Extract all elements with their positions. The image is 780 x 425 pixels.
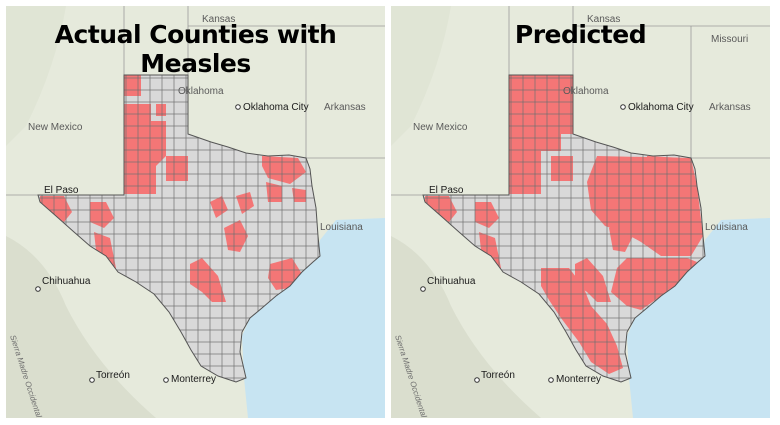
label-new-mexico: New Mexico <box>413 122 468 133</box>
city-dot-oklahoma-city <box>620 104 626 110</box>
map-actual: Kansas Oklahoma Oklahoma City Arkansas New M… <box>6 6 385 418</box>
map-title-predicted: Predicted <box>514 20 647 49</box>
gulf-of-mexico <box>627 218 770 418</box>
map-panel-predicted: Kansas Missouri Oklahoma Oklahoma City Arkan… <box>391 6 770 418</box>
label-arkansas: Arkansas <box>324 102 366 113</box>
city-dot-oklahoma-city <box>235 104 241 110</box>
label-louisiana: Louisiana <box>705 222 748 233</box>
label-oklahoma-city: Oklahoma City <box>243 102 309 113</box>
mountain-shading <box>6 236 156 418</box>
label-arkansas: Arkansas <box>709 102 751 113</box>
label-monterrey: Monterrey <box>556 374 601 385</box>
city-dot-monterrey <box>548 377 554 383</box>
label-torreon: Torreón <box>96 370 130 381</box>
label-kansas: Kansas <box>202 14 235 25</box>
label-louisiana: Louisiana <box>320 222 363 233</box>
city-dot-chihuahua <box>420 286 426 292</box>
label-oklahoma-city: Oklahoma City <box>628 102 694 113</box>
city-dot-monterrey <box>163 377 169 383</box>
label-chihuahua: Chihuahua <box>427 276 476 287</box>
terrain-shading <box>391 6 451 146</box>
label-oklahoma: Oklahoma <box>563 86 609 97</box>
label-el-paso: El Paso <box>429 185 464 196</box>
map-panel-actual: Kansas Oklahoma Oklahoma City Arkansas New M… <box>6 6 385 418</box>
terrain-shading <box>6 6 66 146</box>
label-kansas: Kansas <box>587 14 620 25</box>
label-missouri: Missouri <box>711 34 748 45</box>
label-monterrey: Monterrey <box>171 374 216 385</box>
city-dot-chihuahua <box>35 286 41 292</box>
texas-outline <box>422 74 706 383</box>
texas-outline <box>37 74 321 383</box>
map-title-actual: Actual Counties with Measles <box>54 20 337 78</box>
city-dot-torreon <box>89 377 95 383</box>
map-predicted: Kansas Missouri Oklahoma Oklahoma City Arkan… <box>391 6 770 418</box>
label-chihuahua: Chihuahua <box>42 276 91 287</box>
label-torreon: Torreón <box>481 370 515 381</box>
label-el-paso: El Paso <box>44 185 79 196</box>
city-dot-torreon <box>474 377 480 383</box>
mountain-shading <box>391 236 541 418</box>
gulf-of-mexico <box>242 218 385 418</box>
label-new-mexico: New Mexico <box>28 122 83 133</box>
label-oklahoma: Oklahoma <box>178 86 224 97</box>
